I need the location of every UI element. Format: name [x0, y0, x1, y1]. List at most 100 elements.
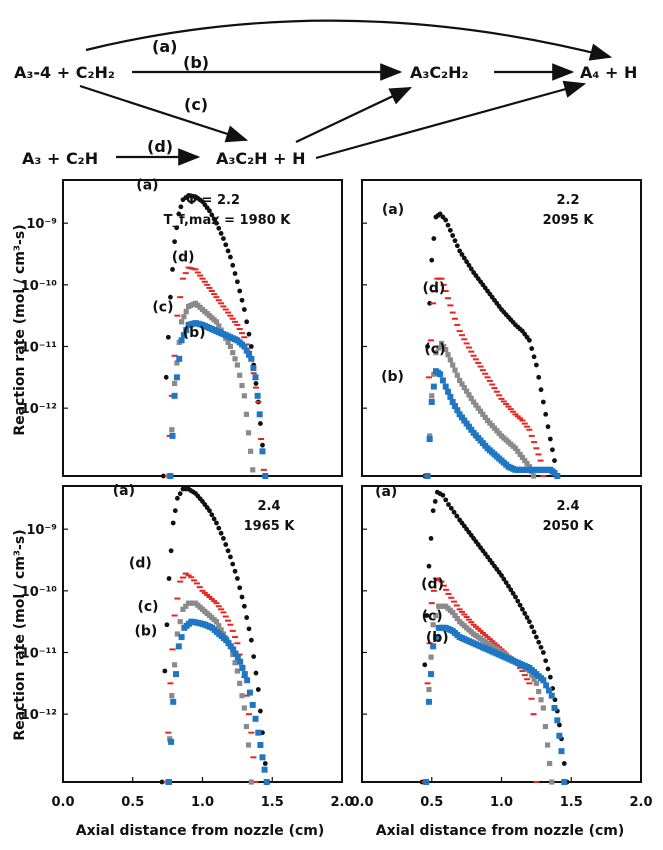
data-point-d [234, 642, 241, 645]
data-point-c [454, 372, 460, 378]
scheme-intermediate-a3c2h: A₃C₂H + H [216, 149, 305, 168]
data-point-d [435, 579, 442, 582]
data-point-c [250, 467, 256, 473]
data-point-b [430, 383, 437, 390]
data-point-d [424, 682, 431, 685]
data-point-c [464, 388, 470, 394]
data-point-d [428, 602, 435, 605]
data-point-c [468, 395, 474, 402]
data-point-b [246, 689, 253, 696]
data-point-c [237, 372, 243, 378]
data-point-b [558, 748, 565, 755]
series-label-d: (d) [129, 556, 152, 572]
arrow-label-c: (c) [184, 95, 208, 114]
data-point-b [445, 388, 452, 395]
data-point-d [250, 372, 257, 375]
data-point-b [439, 377, 446, 384]
series-label-d: (d) [423, 281, 446, 297]
series-label-a: (a) [375, 484, 397, 500]
y-axis-title-bottom: Reaction rate (mol / cm³-s) [12, 529, 28, 740]
data-point-c [473, 402, 479, 408]
data-point-a [166, 576, 172, 581]
scheme-reactant-a3: A₃ + C₂H [22, 149, 98, 168]
data-point-d [530, 713, 537, 716]
data-point-a [445, 222, 451, 228]
data-point-d [461, 338, 468, 341]
data-point-b [173, 374, 180, 381]
condition-temp-label: 2050 K [543, 519, 595, 534]
data-point-d [218, 302, 225, 305]
data-point-a [255, 687, 261, 692]
data-point-d [472, 625, 479, 628]
series-a [422, 211, 560, 479]
data-point-c [466, 392, 472, 398]
data-point-b [230, 646, 237, 653]
data-point-b [232, 650, 239, 657]
data-point-a [446, 502, 451, 507]
data-point-c [544, 742, 551, 748]
data-point-d [477, 629, 484, 632]
data-point-c [248, 448, 254, 454]
data-point-b [241, 343, 248, 350]
data-point-d [463, 616, 470, 619]
data-point-a [515, 598, 521, 604]
data-point-d [447, 304, 454, 307]
data-point-a [174, 225, 180, 231]
data-point-a [248, 344, 254, 349]
chart-panels: 10⁻⁹ 10⁻¹⁰ 10⁻¹¹ 10⁻¹² (a) (d) (c) (b) Φ = 2.2 T_… [21, 177, 653, 810]
data-point-a [538, 387, 544, 393]
data-point-d [218, 608, 225, 611]
data-point-d [454, 323, 461, 326]
series-label-d: (d) [172, 250, 195, 266]
data-point-c [218, 627, 224, 633]
series-d [164, 266, 267, 477]
data-point-a [244, 319, 250, 325]
data-point-a [246, 331, 252, 337]
data-point-d [211, 293, 218, 296]
data-point-a [459, 252, 465, 257]
data-point-a [178, 204, 184, 210]
data-point-d [479, 369, 486, 372]
data-point-c [450, 362, 456, 368]
data-point-a [540, 399, 546, 405]
data-point-c [181, 314, 187, 320]
data-point-d [232, 636, 239, 639]
data-point-a [170, 267, 175, 272]
data-point-b [234, 654, 241, 661]
series-b [166, 618, 270, 785]
data-point-a [251, 654, 257, 660]
data-point-b [169, 432, 176, 439]
data-point-c [172, 380, 178, 387]
data-point-c [538, 697, 544, 703]
x-tick-label: 0.0 [350, 795, 373, 810]
data-point-d [461, 613, 468, 616]
data-point-c [174, 631, 180, 637]
data-point-a [538, 644, 544, 650]
data-point-d [206, 286, 213, 289]
arrow-label-b: (b) [183, 53, 209, 72]
data-point-b [237, 658, 244, 665]
scheme-reactant-a3-4: A₃-4 + C₂H₂ [14, 63, 115, 82]
data-point-d [258, 438, 265, 440]
data-point-a [556, 722, 562, 728]
data-point-a [545, 424, 551, 430]
data-point-d [452, 317, 458, 320]
data-point-a [454, 243, 460, 249]
data-point-d [465, 618, 472, 621]
data-point-a [531, 354, 537, 360]
data-point-b [259, 754, 266, 761]
y-axis-title-top: Reaction rate (mol / cm³-s) [12, 224, 28, 435]
data-point-b [250, 365, 257, 372]
data-point-d [453, 604, 460, 607]
data-point-a [165, 334, 171, 340]
data-point-b [263, 779, 270, 785]
data-point-d [448, 596, 455, 599]
data-point-d [533, 781, 540, 783]
data-point-a [228, 254, 233, 260]
data-point-c [447, 357, 453, 363]
data-point-c [248, 779, 254, 785]
data-point-b [180, 332, 187, 339]
data-point-a [234, 576, 240, 581]
data-point-b [428, 399, 435, 405]
data-point-a [540, 650, 546, 655]
